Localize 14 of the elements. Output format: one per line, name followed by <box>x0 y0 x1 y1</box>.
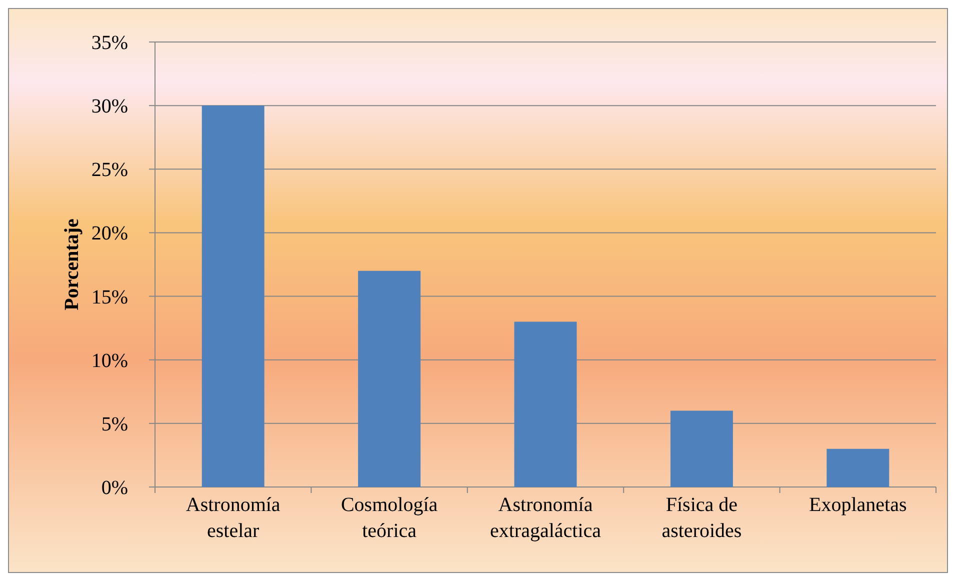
y-tick-label: 10% <box>91 350 128 372</box>
y-tick-label: 30% <box>91 96 128 118</box>
x-tick-label: Cosmología teórica <box>340 494 438 542</box>
x-tick-label: Exoplanetas <box>809 494 907 516</box>
y-tick-label: 20% <box>91 222 128 245</box>
y-axis-title: Porcentaje <box>61 218 83 310</box>
x-tick-label: Física de asteroides <box>662 494 742 542</box>
x-tick-label: Astronomía extragaláctica <box>490 494 602 542</box>
y-tick-label: 5% <box>101 413 128 436</box>
y-tick-label: 25% <box>91 159 128 182</box>
y-tick-label: 0% <box>101 477 128 499</box>
y-tick-label: 15% <box>91 286 128 308</box>
y-tick-label: 35% <box>91 32 128 54</box>
x-tick-label: Astronomía estelar <box>186 494 280 542</box>
